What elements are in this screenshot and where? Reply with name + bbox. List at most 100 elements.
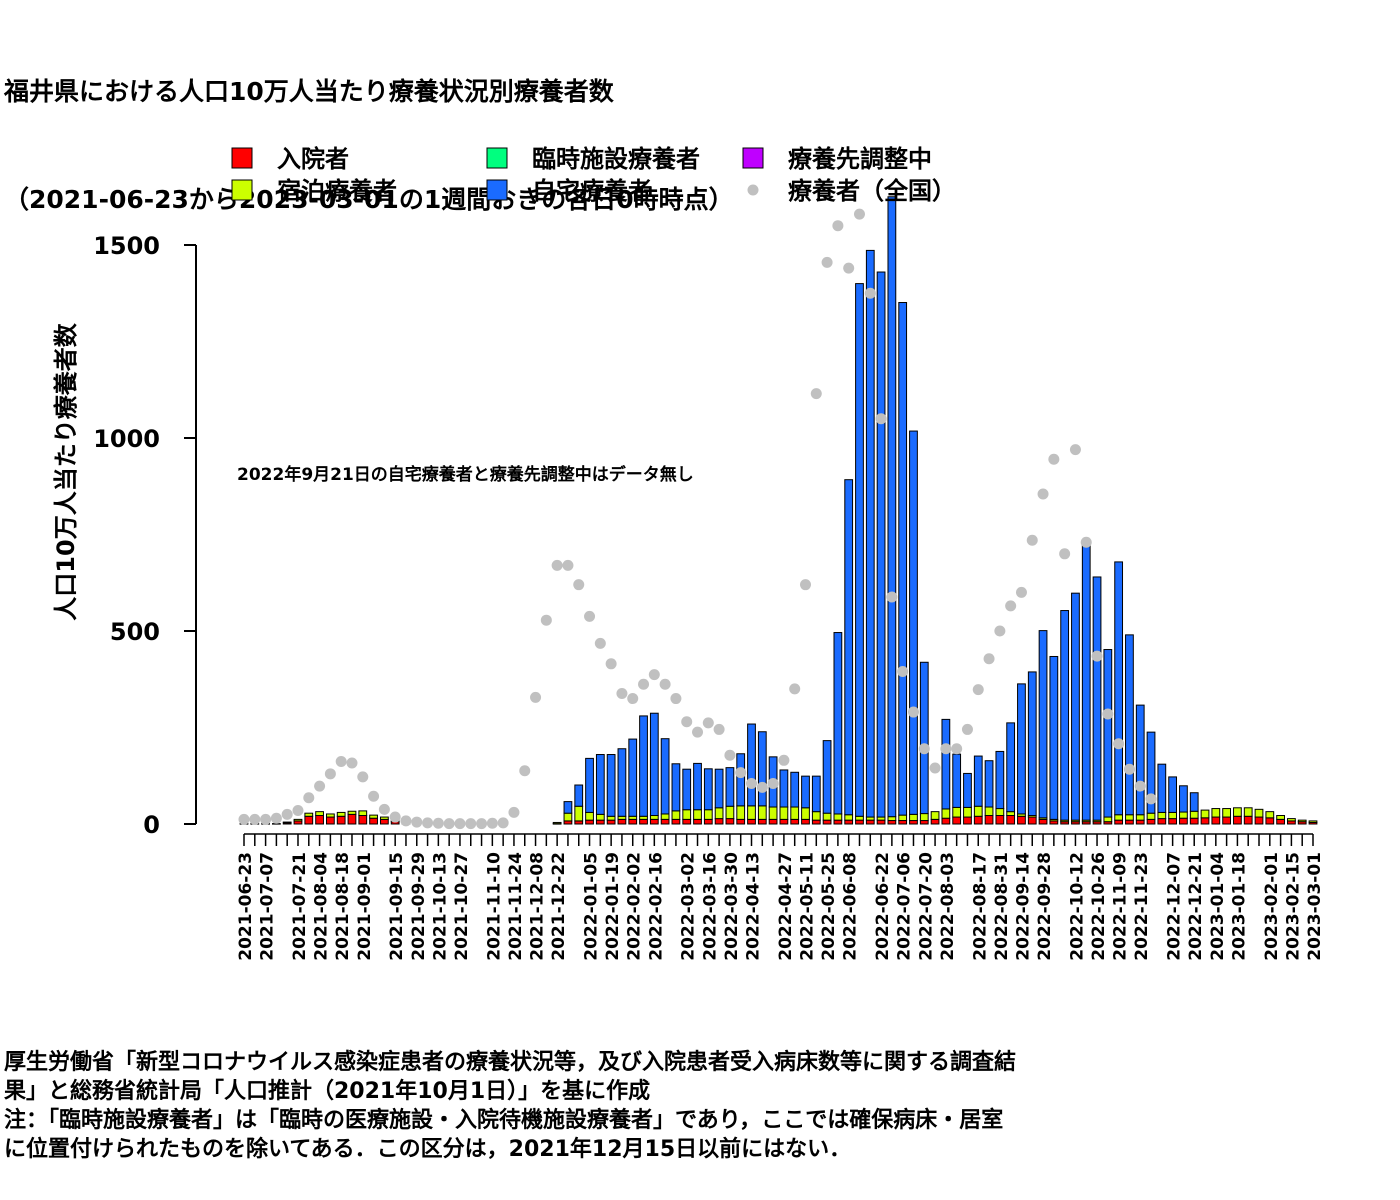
bar-segment-4-50 (779, 769, 789, 808)
bar-segment-0-68 (973, 815, 983, 825)
bar-segment-0-42 (693, 818, 702, 825)
chart-annotation: 2022年9月21日の自宅療養者と療養先調整中はデータ無し (237, 464, 694, 485)
bar-segment-0-12 (369, 817, 378, 825)
bar-segment-4-84 (1146, 731, 1156, 814)
bar-segment-0-88 (1189, 817, 1199, 825)
x-tick-label-1: 2021-07-07 (258, 852, 278, 961)
legend-marker-5 (747, 184, 759, 196)
bar-segment-1-52 (801, 807, 810, 820)
bar-segment-0-60 (887, 820, 897, 825)
national-point-67 (961, 723, 973, 735)
national-point-64 (929, 762, 941, 774)
chart-title: 福井県における人口10万人当たり療養状況別療養者数 （2021-06-23から2… (4, 2, 734, 254)
bar-segment-1-42 (693, 809, 702, 820)
national-point-24 (497, 817, 509, 829)
bar-segment-4-83 (1135, 704, 1145, 816)
bar-segment-0-93 (1243, 815, 1253, 825)
y-tick-label-1000: 1000 (93, 425, 160, 453)
x-tick-label-33: 2022-09-28 (1035, 852, 1055, 961)
bar-segment-4-44 (714, 768, 724, 809)
bar-segment-0-49 (768, 818, 778, 825)
bar-segment-1-57 (855, 815, 864, 821)
bar-segment-1-66 (952, 806, 962, 818)
national-point-39 (659, 678, 671, 690)
bar-segment-4-74 (1038, 630, 1048, 819)
x-tick-label-21: 2022-04-13 (744, 852, 764, 961)
x-tick-label-43: 2023-02-15 (1283, 852, 1303, 961)
national-point-45 (724, 749, 736, 761)
bar-segment-0-41 (682, 818, 692, 825)
bar-segment-4-88 (1189, 792, 1199, 812)
bar-segment-1-60 (887, 816, 897, 822)
bar-segment-4-39 (660, 738, 670, 815)
bar-segment-0-94 (1254, 816, 1264, 825)
bar-segment-1-86 (1168, 811, 1178, 820)
bar-segment-4-54 (822, 740, 832, 814)
bar-segment-0-90 (1211, 816, 1221, 825)
bar-segment-0-70 (995, 815, 1005, 825)
national-point-52 (799, 579, 811, 591)
bar-segment-0-82 (1125, 819, 1134, 825)
national-point-65 (940, 743, 952, 755)
bar-segment-0-59 (876, 819, 886, 825)
national-point-4 (281, 808, 293, 820)
bar-segment-4-38 (649, 712, 659, 817)
x-tick-label-0: 2021-06-23 (236, 852, 256, 961)
legend-marker-3 (742, 147, 764, 169)
bar-segment-4-40 (671, 763, 681, 812)
x-tick-label-9: 2021-10-27 (452, 852, 472, 961)
bar-segment-0-37 (639, 818, 648, 825)
y-axis-label: 人口10万人当たり療養者数 (52, 322, 80, 620)
national-point-43 (702, 717, 714, 729)
bar-segment-1-99 (1308, 820, 1318, 823)
national-point-6 (303, 792, 315, 804)
bar-segment-1-64 (930, 811, 940, 820)
national-point-63 (918, 743, 930, 755)
national-point-73 (1026, 534, 1038, 546)
bar-segment-1-56 (844, 814, 854, 821)
national-point-21 (465, 818, 477, 830)
national-point-20 (454, 818, 466, 830)
bar-segment-0-86 (1168, 818, 1178, 825)
x-tick-label-18: 2022-03-02 (679, 852, 699, 961)
bar-segment-1-62 (909, 813, 918, 822)
bar-segment-4-33 (595, 754, 605, 815)
national-point-0 (238, 813, 250, 825)
bar-segment-1-54 (822, 812, 832, 821)
bar-segment-4-45 (725, 767, 735, 807)
bar-segment-0-72 (1017, 815, 1026, 825)
national-point-22 (476, 818, 488, 830)
bar-segment-0-34 (606, 819, 616, 825)
national-point-49 (767, 777, 779, 789)
source-note-line-2: 果」と総務省統計局「人口推計（2021年10月1日）」を基に作成 (4, 1079, 651, 1104)
bar-segment-0-56 (844, 819, 854, 825)
bar-segment-1-53 (811, 811, 821, 821)
x-tick-label-3: 2021-08-04 (312, 852, 332, 961)
bar-segment-1-87 (1179, 811, 1188, 819)
x-axis: 2021-06-23 2021-07-07 2021-07-21 2021-08-04… (236, 833, 1325, 961)
x-tick-label-15: 2022-01-19 (603, 852, 623, 961)
bar-segment-0-40 (671, 818, 681, 825)
national-point-29 (551, 559, 563, 571)
legend-marker-2 (486, 147, 508, 169)
national-point-44 (713, 723, 725, 735)
x-tick-label-37: 2022-11-23 (1132, 852, 1152, 961)
x-tick-label-7: 2021-09-29 (409, 852, 429, 961)
national-point-58 (864, 287, 876, 299)
bar-segment-0-64 (930, 818, 940, 825)
bar-segment-0-89 (1200, 817, 1210, 825)
bar-segment-1-32 (585, 811, 594, 821)
bar-segment-1-31 (574, 805, 584, 822)
x-tick-label-36: 2022-11-09 (1111, 852, 1131, 961)
bar-segment-0-61 (898, 820, 908, 825)
bar-segment-1-11 (358, 810, 368, 817)
national-point-40 (670, 693, 682, 705)
national-point-79 (1091, 650, 1103, 662)
national-point-56 (843, 262, 855, 274)
national-point-59 (875, 413, 887, 425)
chart-title-line-1: 福井県における人口10万人当たり療養状況別療養者数 (4, 77, 614, 106)
bar-segment-1-44 (714, 807, 724, 820)
source-note-line-4: に位置付けられたものを除いてある．この区分は，2021年12月15日以前にはない… (4, 1137, 852, 1162)
bar-segment-1-95 (1265, 811, 1275, 819)
national-point-19 (443, 818, 455, 830)
